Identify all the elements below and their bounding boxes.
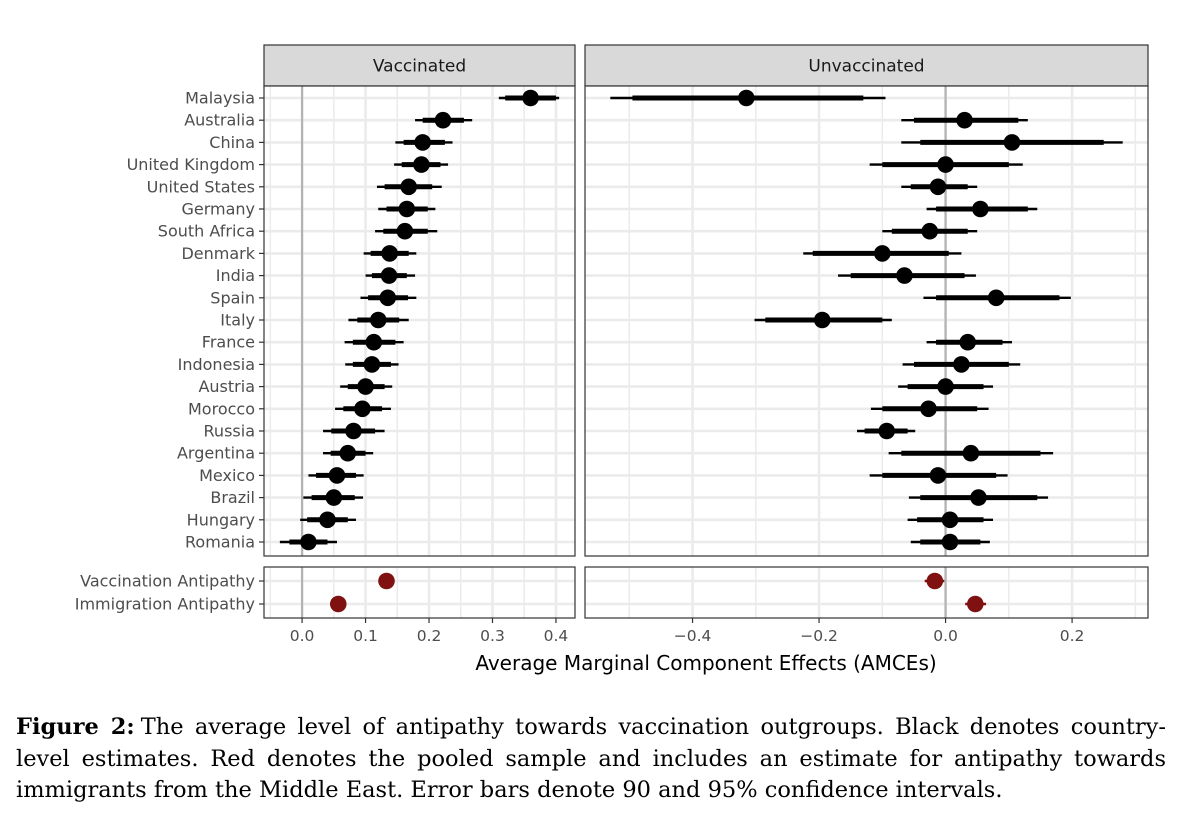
y-label-india: India — [216, 266, 255, 285]
panel-vaccinated-tick-label: 0.0 — [290, 627, 315, 645]
panel-vaccinated-point-immigration-antipathy — [329, 595, 347, 613]
panel-vaccinated-title: Vaccinated — [373, 57, 466, 77]
panel-vaccinated-point-germany — [398, 200, 416, 218]
panel-vaccinated-point-australia — [434, 111, 452, 129]
panel-vaccinated-point-italy — [369, 311, 387, 329]
panel-vaccinated-pooled-bg — [264, 567, 575, 618]
panel-unvaccinated-tick-label: −0.2 — [800, 627, 838, 645]
y-label-morocco: Morocco — [188, 399, 255, 418]
panel-unvaccinated-pooled-bg — [585, 567, 1148, 618]
y-label-indonesia: Indonesia — [178, 355, 255, 374]
panel-vaccinated-point-malaysia — [522, 89, 539, 107]
panel-vaccinated-pooled-border — [263, 566, 576, 619]
x-axis-title: Average Marginal Component Effects (AMCE… — [475, 651, 936, 675]
panel-vaccinated-tick-label: 0.2 — [417, 627, 442, 645]
panel-vaccinated-point-morocco — [354, 400, 371, 418]
panel-unvaccinated-point-malaysia — [738, 89, 755, 107]
panel-unvaccinated-point-united-states — [929, 178, 947, 196]
panel-unvaccinated-pooled-border — [584, 566, 1149, 619]
panel-unvaccinated-point-italy — [813, 311, 831, 329]
panel-vaccinated-point-spain — [379, 289, 397, 307]
panel-unvaccinated-point-mexico — [929, 467, 947, 484]
y-label-united-kingdom: United Kingdom — [127, 155, 255, 174]
y-label-germany: Germany — [181, 200, 255, 219]
panel-vaccinated-point-vaccination-antipathy — [378, 572, 395, 590]
panel-unvaccinated-point-china — [1003, 134, 1021, 151]
panel-unvaccinated-point-morocco — [920, 400, 937, 418]
panel-vaccinated-strip — [263, 44, 576, 87]
y-label-australia: Australia — [184, 111, 255, 130]
panel-unvaccinated-point-united-kingdom — [937, 156, 954, 173]
panel-vaccinated-main-border — [263, 85, 576, 557]
panel-unvaccinated-point-argentina — [962, 444, 980, 462]
panel-vaccinated-tick-label: 0.4 — [544, 627, 569, 645]
y-label-united-states: United States — [147, 177, 255, 196]
panel-vaccinated-point-india — [380, 267, 398, 284]
panel-unvaccinated-point-brazil — [970, 489, 987, 506]
panel-unvaccinated-tick-label: 0.2 — [1060, 627, 1085, 645]
panel-unvaccinated-main-border — [584, 85, 1149, 557]
y-label-denmark: Denmark — [181, 244, 255, 263]
panel-vaccinated-point-romania — [300, 533, 317, 551]
panel-unvaccinated-point-russia — [878, 422, 896, 440]
panel-vaccinated-point-united-kingdom — [413, 156, 430, 173]
y-label-hungary: Hungary — [187, 510, 255, 529]
panel-vaccinated-point-argentina — [339, 444, 357, 462]
panel-vaccinated-tick-label: 0.3 — [480, 627, 505, 645]
panel-unvaccinated-point-south-africa — [921, 222, 939, 240]
y-label-spain: Spain — [210, 288, 255, 307]
y-label-china: China — [209, 133, 255, 152]
panel-vaccinated-point-united-states — [400, 178, 418, 196]
caption-text: The average level of antipathy towards v… — [16, 714, 1167, 803]
panel-vaccinated-point-south-africa — [396, 222, 414, 240]
y-label-malaysia: Malaysia — [185, 89, 255, 108]
y-label-russia: Russia — [204, 422, 255, 441]
panel-unvaccinated-point-denmark — [874, 245, 891, 262]
panel-unvaccinated-point-vaccination-antipathy — [926, 572, 944, 590]
y-label-austria: Austria — [198, 377, 255, 396]
y-label-vaccination-antipathy: Vaccination Antipathy — [80, 572, 255, 591]
panel-unvaccinated-tick-label: 0.0 — [933, 627, 958, 645]
y-label-south-africa: South Africa — [158, 222, 255, 241]
y-label-mexico: Mexico — [199, 466, 255, 485]
figure-caption: Figure 2: The average level of antipathy … — [16, 712, 1166, 807]
panel-unvaccinated-point-immigration-antipathy — [967, 595, 984, 613]
panel-unvaccinated-point-romania — [941, 533, 959, 551]
panel-unvaccinated-strip — [584, 44, 1149, 87]
panel-unvaccinated-point-spain — [987, 289, 1005, 307]
panel-vaccinated-point-austria — [357, 378, 374, 395]
y-label-france: France — [202, 333, 255, 352]
panel-unvaccinated-point-indonesia — [953, 356, 970, 373]
panel-vaccinated-point-hungary — [319, 511, 336, 529]
panel-unvaccinated-point-austria — [937, 378, 954, 395]
caption-label: Figure 2: — [16, 714, 135, 740]
y-label-romania: Romania — [185, 533, 255, 552]
panel-vaccinated-point-brazil — [325, 489, 343, 506]
panel-vaccinated-tick-label: 0.1 — [353, 627, 378, 645]
panel-unvaccinated-point-france — [959, 333, 977, 351]
panel-vaccinated-point-mexico — [328, 467, 346, 484]
y-label-italy: Italy — [220, 311, 255, 330]
panel-unvaccinated-point-hungary — [941, 511, 959, 529]
y-label-argentina: Argentina — [177, 444, 255, 463]
panel-unvaccinated-point-india — [896, 267, 913, 284]
panel-vaccinated-point-china — [414, 134, 431, 151]
y-label-brazil: Brazil — [210, 488, 255, 507]
panel-vaccinated-point-indonesia — [363, 356, 381, 373]
y-label-immigration-antipathy: Immigration Antipathy — [75, 595, 255, 614]
panel-unvaccinated-point-germany — [972, 200, 989, 218]
panel-vaccinated-point-france — [365, 333, 383, 351]
panel-vaccinated-point-denmark — [381, 245, 398, 262]
panel-vaccinated-point-russia — [345, 422, 362, 440]
panel-unvaccinated-title: Unvaccinated — [808, 57, 924, 77]
panel-unvaccinated-point-australia — [956, 111, 973, 129]
panel-unvaccinated-tick-label: −0.4 — [674, 627, 712, 645]
amce-figure: Vaccinated 0.0 0.1 0.2 0.3 0.4 Unvaccinated −0.… — [75, 44, 1149, 675]
